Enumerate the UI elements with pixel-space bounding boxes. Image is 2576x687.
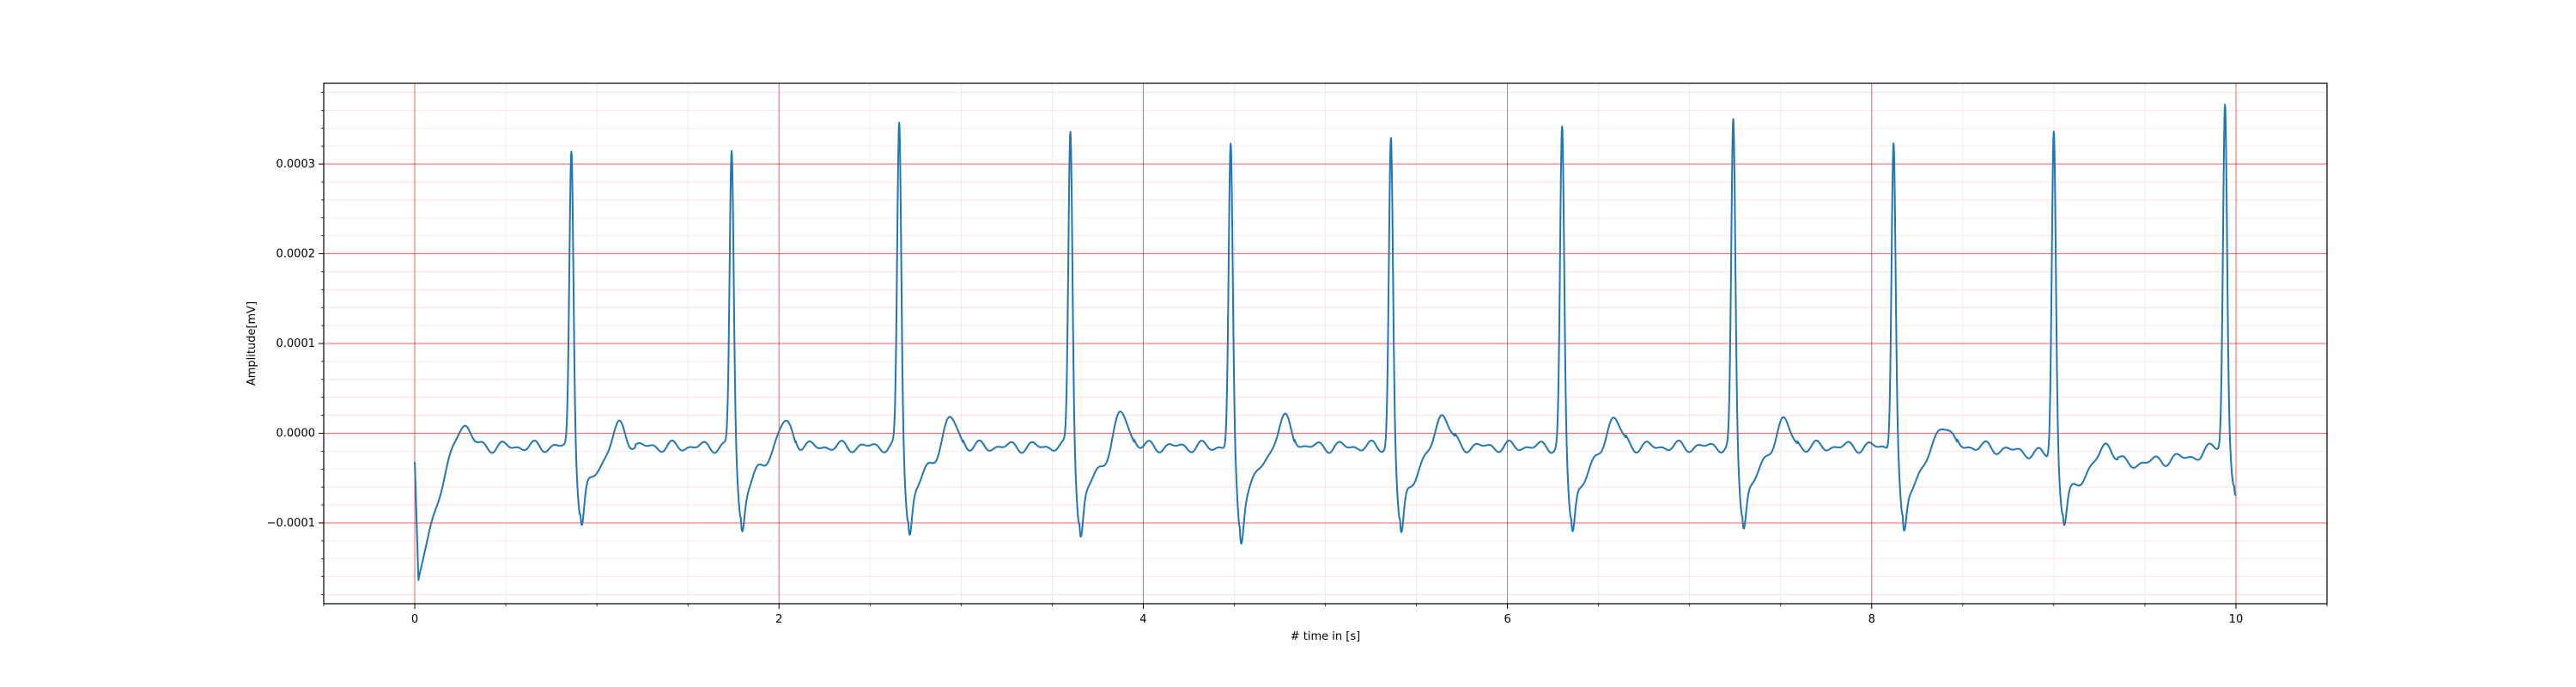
y-tick-label: −0.0001 [267, 517, 315, 530]
x-tick-label: 10 [2229, 613, 2244, 626]
major-grid [324, 83, 2327, 604]
x-axis: 0 2 4 6 8 10 [323, 604, 2328, 626]
y-tick-label: 0.0002 [276, 248, 316, 261]
x-tick-label: 4 [1139, 613, 1146, 626]
y-axis-label: Amplitude[mV] [246, 301, 258, 386]
y-tick-label: 0.0000 [276, 427, 316, 440]
x-axis-label: # time in [s] [1291, 630, 1360, 643]
x-tick-label: 6 [1504, 613, 1510, 626]
signal-layer [414, 103, 2237, 581]
x-tick-label: 0 [411, 613, 418, 626]
ecg-signal-line [414, 103, 2237, 581]
x-tick-label: 2 [775, 613, 782, 626]
y-axis: −0.0001 0.0000 0.0001 0.0002 0.0003 [267, 92, 324, 595]
x-tick-label: 8 [1868, 613, 1875, 626]
y-tick-label: 0.0001 [276, 337, 316, 350]
y-tick-label: 0.0003 [276, 158, 316, 171]
